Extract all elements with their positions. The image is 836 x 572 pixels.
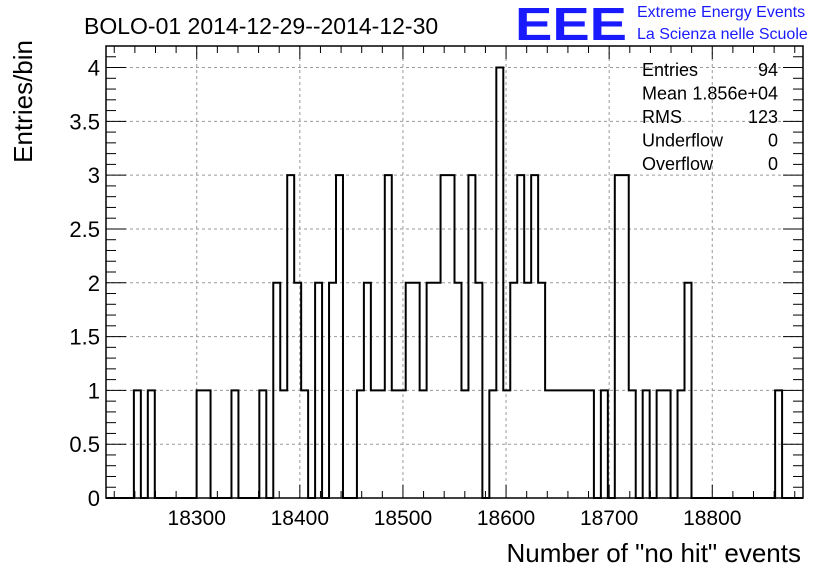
y-tick-label: 2	[88, 271, 100, 296]
y-tick-label: 2.5	[69, 217, 100, 242]
y-tick-label: 1.5	[69, 325, 100, 350]
eee-logo-line1: Extreme Energy Events	[637, 4, 805, 21]
stats-value: 123	[748, 107, 778, 127]
stats-label: Overflow	[642, 154, 714, 174]
x-tick-label: 18500	[374, 507, 432, 530]
stats-label: Entries	[642, 60, 698, 80]
eee-logo-line2: La Scienza nelle Scuole	[637, 26, 808, 43]
x-tick-label: 18600	[477, 507, 535, 530]
x-axis-label: Number of "no hit" events	[507, 538, 802, 568]
tick-labels: 18300 18400 18500 18600 18700 18800 0 0.5 1 1.5 2 2…	[69, 56, 741, 530]
chart-title: BOLO-01 2014-12-29--2014-12-30	[84, 13, 438, 39]
eee-logo: EEE Extreme Energy Events La Scienza nel…	[515, 0, 808, 50]
y-tick-label: 0.5	[69, 432, 100, 457]
y-tick-label: 0	[88, 486, 100, 511]
y-axis-label: Entries/bin	[8, 40, 38, 163]
stats-value: 94	[758, 60, 778, 80]
y-tick-label: 3.5	[69, 109, 100, 134]
stats-value: 0	[768, 131, 778, 151]
axis-ticks	[106, 45, 803, 499]
stats-label: Underflow	[642, 131, 724, 151]
y-tick-label: 1	[88, 378, 100, 403]
x-tick-label: 18400	[271, 507, 329, 530]
x-tick-label: 18300	[168, 507, 226, 530]
stats-label: RMS	[642, 107, 682, 127]
x-tick-label: 18800	[683, 507, 741, 530]
stats-value: 1.856e+04	[692, 84, 778, 104]
y-tick-label: 3	[88, 163, 100, 188]
histogram-series	[106, 66, 803, 499]
stats-label: Mean	[642, 84, 687, 104]
y-tick-label: 4	[88, 56, 100, 81]
stats-value: 0	[768, 154, 778, 174]
stats-box: Entries 94 Mean 1.856e+04 RMS 123 Underflow 0 Ov…	[642, 60, 778, 174]
eee-logo-mark: EEE	[515, 0, 627, 50]
x-tick-label: 18700	[580, 507, 638, 530]
